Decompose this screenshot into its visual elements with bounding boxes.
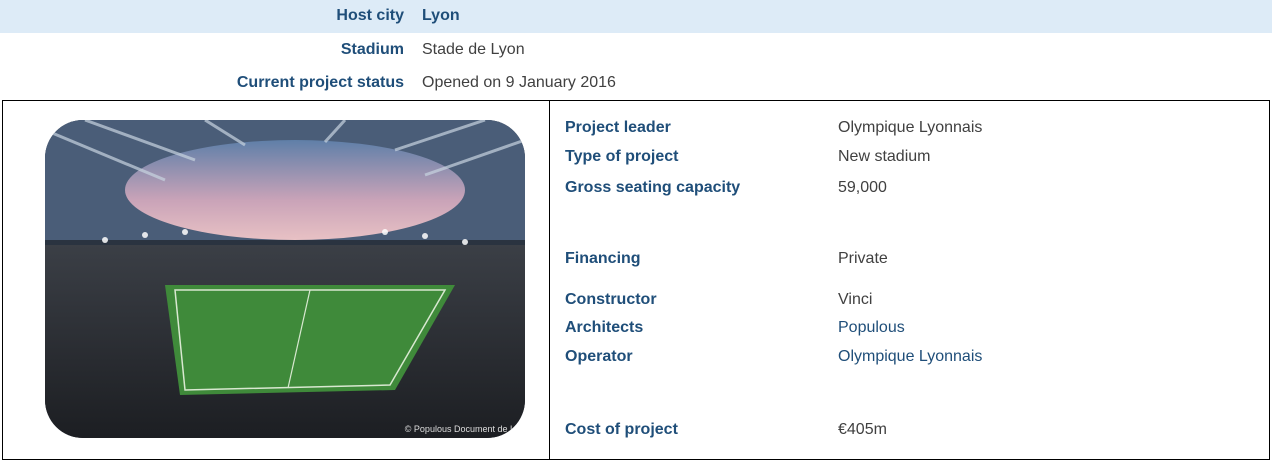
detail-value: Populous [838,319,905,336]
header-label: Host city [336,7,404,24]
detail-value: Olympique Lyonnais [838,119,983,136]
detail-label: Constructor [565,291,657,308]
header-row: Current project status Opened on 9 Janua… [0,67,1272,100]
detail-label: Architects [565,319,644,336]
detail-label: Cost of project [565,421,678,438]
header-label: Stadium [340,41,404,58]
header-value: Opened on 9 January 2016 [422,74,616,91]
detail-value: New stadium [838,148,931,165]
detail-value: Vinci [838,291,873,308]
detail-value: €405m [838,421,887,438]
stadium-image: © Populous Document de L [45,120,525,438]
divider [549,100,550,460]
detail-label: Financing [565,250,641,267]
detail-label: Operator [565,348,633,365]
detail-value: 59,000 [838,179,887,196]
detail-label: Gross seating capacity [565,179,741,196]
detail-value: Olympique Lyonnais [838,348,983,365]
header-value: Lyon [422,7,460,24]
detail-value: Private [838,250,888,267]
image-credit: © Populous Document de L [405,424,515,434]
header-label: Current project status [236,74,404,91]
detail-label: Type of project [565,148,679,165]
header-row: Stadium Stade de Lyon [0,34,1272,67]
header-row: Host city Lyon [0,0,1272,33]
detail-label: Project leader [565,119,671,136]
header-value: Stade de Lyon [422,41,525,58]
